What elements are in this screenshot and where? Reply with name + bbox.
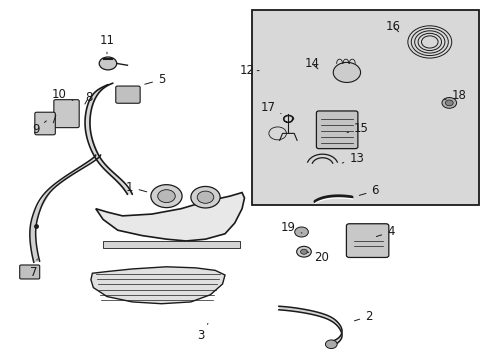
Text: 2: 2 (354, 310, 372, 323)
Text: 17: 17 (260, 101, 281, 114)
FancyBboxPatch shape (35, 112, 55, 135)
Circle shape (441, 98, 456, 108)
Polygon shape (30, 155, 101, 262)
Text: 11: 11 (99, 33, 114, 54)
Circle shape (190, 186, 220, 208)
Polygon shape (278, 306, 341, 346)
Text: 12: 12 (239, 64, 259, 77)
Circle shape (445, 100, 452, 106)
FancyBboxPatch shape (346, 224, 388, 257)
Text: 4: 4 (376, 225, 394, 238)
Text: 14: 14 (304, 57, 319, 70)
Polygon shape (103, 241, 239, 248)
Text: 6: 6 (359, 184, 378, 197)
Polygon shape (96, 193, 244, 241)
Text: 3: 3 (197, 323, 207, 342)
Text: 1: 1 (126, 181, 146, 194)
Text: 19: 19 (280, 221, 302, 234)
FancyBboxPatch shape (20, 265, 40, 279)
Text: 20: 20 (306, 251, 328, 264)
Text: 7: 7 (30, 259, 38, 279)
Circle shape (325, 340, 336, 348)
Text: 18: 18 (444, 89, 466, 102)
FancyBboxPatch shape (316, 111, 357, 149)
Circle shape (99, 57, 117, 70)
Circle shape (296, 246, 311, 257)
Circle shape (300, 249, 307, 254)
Text: 16: 16 (385, 20, 400, 33)
Polygon shape (86, 83, 132, 194)
Text: 9: 9 (32, 121, 46, 136)
Circle shape (151, 185, 182, 208)
Text: 10: 10 (52, 88, 73, 101)
Polygon shape (91, 267, 224, 304)
Circle shape (158, 190, 175, 203)
Bar (251, 10, 478, 205)
FancyBboxPatch shape (54, 100, 79, 128)
FancyBboxPatch shape (116, 86, 140, 103)
Text: 8: 8 (84, 91, 92, 104)
Text: 15: 15 (346, 122, 368, 135)
Text: 5: 5 (144, 73, 165, 86)
Circle shape (294, 227, 308, 237)
Circle shape (332, 62, 360, 82)
Text: 13: 13 (342, 152, 364, 165)
Circle shape (197, 191, 213, 203)
